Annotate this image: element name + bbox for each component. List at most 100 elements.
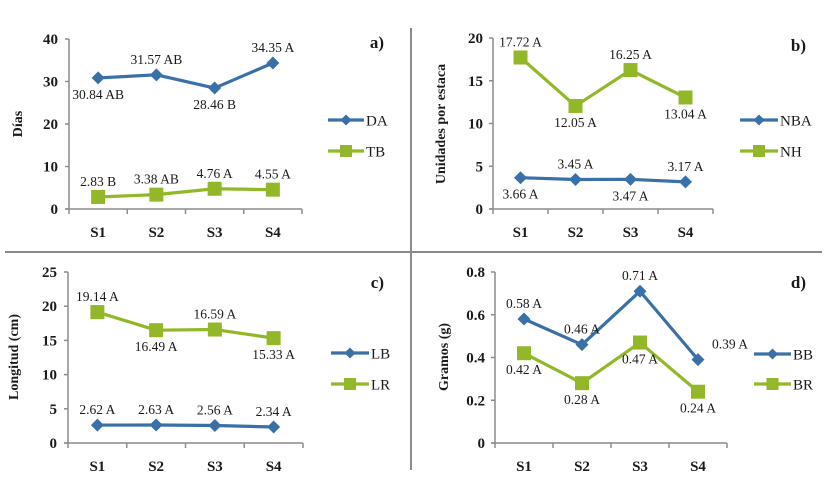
x-category-label: S4 bbox=[265, 225, 281, 241]
data-point-lb bbox=[90, 418, 104, 432]
data-label: 16.25 A bbox=[609, 47, 652, 62]
series-line-bb bbox=[523, 289, 700, 361]
x-category-label: S4 bbox=[266, 459, 282, 475]
data-label: 0.24 A bbox=[680, 401, 716, 416]
y-tick-label: 40 bbox=[43, 32, 58, 48]
x-category-label: S2 bbox=[148, 459, 164, 475]
y-tick-label: 0 bbox=[476, 202, 484, 218]
panel-c-chart: 0 5 10 15 20 25 S1 S2 S3 S4 Longitud (cm) c) 2.62 A 2… bbox=[7, 265, 390, 475]
y-tick-label: 30 bbox=[43, 75, 58, 91]
panel-b-chart: 0 5 10 15 20 S1 S2 S3 S4 Unidades por estaca b) 3.6… bbox=[434, 31, 812, 241]
data-label: 3.38 AB bbox=[134, 172, 179, 187]
y-tick-label: 0 bbox=[50, 436, 58, 452]
y-tick-label: 0 bbox=[478, 436, 486, 452]
data-label: 0.46 A bbox=[564, 322, 600, 337]
panel-a-chart: 0 10 20 30 40 S1 S2 S3 S4 Días a) 30.84 AB 31.57 AB 2… bbox=[11, 32, 388, 241]
y-tick-label: 0.4 bbox=[466, 351, 485, 367]
legend-marker-square-icon bbox=[340, 145, 352, 157]
x-category-label: S1 bbox=[516, 459, 532, 475]
data-label: 4.76 A bbox=[197, 166, 233, 181]
data-point-lr bbox=[149, 323, 164, 338]
data-label: 2.83 B bbox=[80, 174, 116, 189]
y-axis-title: Gramos (g) bbox=[437, 323, 452, 391]
x-category-label: S3 bbox=[632, 459, 648, 475]
legend-label: BR bbox=[793, 378, 813, 394]
data-label: 3.17 A bbox=[667, 159, 703, 174]
legend-label: LB bbox=[371, 347, 390, 363]
data-label: 12.05 A bbox=[554, 115, 597, 130]
data-label: 3.45 A bbox=[557, 157, 593, 172]
data-point-nba bbox=[569, 173, 582, 187]
legend-marker-square-icon bbox=[344, 378, 356, 390]
series-line-da bbox=[98, 61, 274, 90]
legend-label: LR bbox=[371, 378, 390, 394]
data-point-nba bbox=[514, 171, 527, 185]
data-point-lb bbox=[149, 418, 163, 432]
x-category-label: S3 bbox=[623, 225, 639, 241]
legend-marker-diamond-icon bbox=[753, 114, 765, 126]
x-category-label: S3 bbox=[207, 225, 223, 241]
data-point-br bbox=[691, 384, 705, 399]
data-point-tb bbox=[91, 189, 106, 204]
data-label: 15.33 A bbox=[252, 347, 295, 362]
legend-label: BB bbox=[793, 348, 813, 364]
y-axis-title: Unidades por estaca bbox=[434, 64, 449, 184]
data-label: 2.56 A bbox=[197, 402, 233, 417]
data-point-nba bbox=[679, 175, 692, 189]
y-tick-label: 0 bbox=[51, 202, 59, 218]
legend-marker-square-icon bbox=[753, 145, 765, 157]
data-point-bb bbox=[517, 312, 531, 326]
series-line-tb bbox=[98, 187, 273, 199]
data-point-da bbox=[208, 81, 222, 95]
data-point-tb bbox=[149, 187, 164, 202]
data-point-lb bbox=[208, 418, 222, 432]
data-label: 2.62 A bbox=[79, 402, 115, 417]
data-label: 17.72 A bbox=[499, 34, 542, 49]
legend-label: DA bbox=[366, 114, 388, 130]
x-category-label: S1 bbox=[513, 225, 529, 241]
data-point-lr bbox=[207, 322, 222, 337]
data-point-da bbox=[91, 71, 105, 85]
data-point-lb bbox=[267, 420, 281, 434]
y-tick-label: 5 bbox=[476, 159, 484, 175]
data-label: 0.39 A bbox=[712, 337, 748, 352]
panel-label: c) bbox=[371, 273, 384, 292]
x-category-label: S4 bbox=[690, 459, 706, 475]
data-point-br bbox=[633, 335, 647, 350]
data-label: 19.14 A bbox=[76, 289, 119, 304]
data-label: 2.63 A bbox=[138, 402, 174, 417]
data-point-da bbox=[149, 68, 163, 82]
data-label: 0.47 A bbox=[622, 352, 658, 367]
y-tick-label: 10 bbox=[42, 368, 57, 384]
data-label: 0.58 A bbox=[506, 296, 542, 311]
y-tick-label: 20 bbox=[43, 117, 58, 133]
data-point-nh bbox=[623, 63, 638, 78]
x-category-label: S2 bbox=[568, 225, 584, 241]
data-label: 31.57 AB bbox=[130, 52, 182, 67]
y-tick-label: 15 bbox=[42, 333, 57, 349]
legend-marker-diamond-icon bbox=[344, 347, 356, 359]
x-category-label: S2 bbox=[148, 225, 164, 241]
data-point-tb bbox=[207, 181, 222, 196]
y-tick-label: 0.6 bbox=[466, 308, 485, 324]
data-label: 0.71 A bbox=[622, 268, 658, 283]
y-tick-label: 10 bbox=[468, 117, 483, 133]
data-label: 3.47 A bbox=[612, 188, 648, 203]
series-line-nba bbox=[520, 176, 686, 184]
x-category-label: S1 bbox=[89, 459, 105, 475]
legend-marker-diamond-icon bbox=[767, 348, 778, 360]
x-category-label: S1 bbox=[90, 225, 106, 241]
legend-marker-diamond-icon bbox=[340, 114, 352, 126]
panel-label: d) bbox=[791, 273, 806, 292]
x-category-label: S3 bbox=[207, 459, 223, 475]
legend-marker-square-icon bbox=[766, 378, 779, 390]
data-point-da bbox=[266, 56, 280, 70]
data-label: 13.04 A bbox=[664, 107, 707, 122]
series-line-nh bbox=[519, 56, 687, 108]
data-label: 28.46 B bbox=[193, 97, 236, 112]
y-tick-label: 5 bbox=[50, 402, 58, 418]
series-line-br bbox=[523, 340, 700, 393]
legend-label: TB bbox=[366, 145, 385, 161]
data-label: 34.35 A bbox=[251, 40, 294, 55]
